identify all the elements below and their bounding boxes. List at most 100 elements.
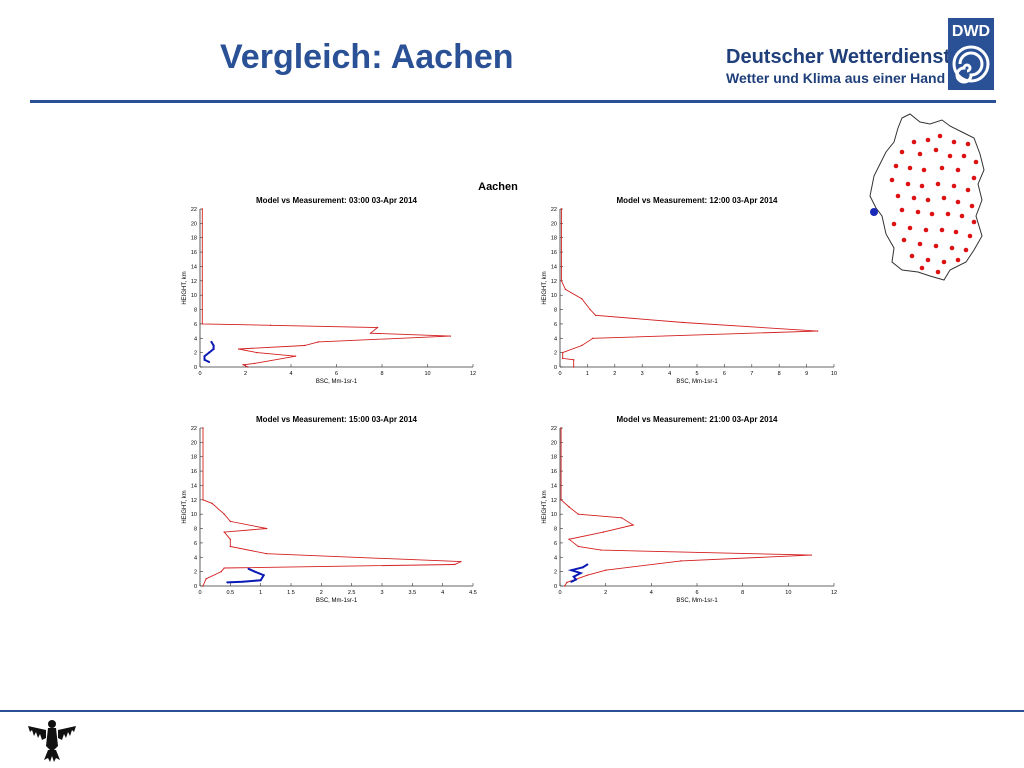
- y-tick-label: 10: [191, 293, 197, 299]
- station-marker: [959, 213, 965, 219]
- y-tick-label: 6: [194, 322, 197, 328]
- model-point: [202, 585, 204, 587]
- station-marker: [915, 209, 921, 215]
- y-tick-label: 6: [194, 541, 197, 547]
- station-marker: [971, 175, 977, 181]
- y-tick-label: 20: [191, 440, 197, 446]
- x-tick-label: 3.5: [409, 590, 417, 596]
- model-point: [586, 574, 589, 576]
- model-point: [573, 366, 575, 368]
- station-marker: [939, 165, 945, 171]
- station-marker: [921, 167, 927, 173]
- measurement-point: [574, 578, 577, 581]
- germany-outline: [869, 113, 985, 281]
- x-tick-label: 8: [380, 371, 383, 377]
- model-point: [223, 531, 225, 533]
- y-tick-label: 14: [191, 264, 197, 270]
- chart-1500: Model vs Measurement: 15:00 03-Apr 2014 0…: [182, 415, 477, 604]
- model-point: [237, 348, 240, 350]
- chart-title: Model vs Measurement: 15:00 03-Apr 2014: [256, 415, 418, 424]
- model-point: [680, 560, 682, 562]
- x-tick-label: 2: [613, 371, 616, 377]
- measurement-point: [212, 344, 215, 347]
- model-point: [581, 298, 583, 300]
- chart-title: Model vs Measurement: 21:00 03-Apr 2014: [617, 415, 779, 424]
- station-marker: [941, 195, 947, 201]
- measurement-point: [570, 580, 573, 583]
- y-tick-label: 14: [551, 483, 557, 489]
- y-tick-label: 2: [194, 570, 197, 576]
- y-tick-label: 18: [551, 236, 557, 242]
- x-tick-label: 1: [586, 371, 589, 377]
- y-tick-label: 12: [551, 498, 557, 504]
- x-tick-label: 6: [695, 590, 698, 596]
- model-point: [223, 567, 225, 569]
- x-tick-label: 0: [558, 371, 561, 377]
- x-tick-label: 0: [558, 590, 561, 596]
- model-point: [223, 513, 225, 515]
- model-point: [560, 427, 562, 429]
- station-marker: [905, 181, 911, 187]
- model-line: [201, 209, 451, 368]
- model-point: [562, 351, 564, 354]
- x-tick-label: 7: [750, 371, 753, 377]
- station-marker: [893, 163, 899, 169]
- measurement-point: [247, 567, 250, 570]
- y-tick-label: 10: [551, 293, 557, 299]
- station-marker: [919, 183, 925, 189]
- x-tick-label: 9: [805, 371, 808, 377]
- model-point: [229, 538, 232, 541]
- footer-rule: [0, 710, 1024, 712]
- station-marker: [925, 197, 931, 203]
- x-tick-label: 6: [723, 371, 726, 377]
- y-tick-label: 8: [554, 527, 557, 533]
- station-marker: [963, 247, 969, 253]
- y-tick-label: 6: [554, 541, 557, 547]
- chart-title: Model vs Measurement: 03:00 03-Apr 2014: [256, 196, 418, 205]
- model-point: [205, 578, 207, 580]
- measurement-point: [253, 570, 256, 573]
- model-point: [589, 308, 591, 311]
- station-marker: [925, 257, 931, 263]
- measurement-point: [259, 579, 262, 582]
- model-point: [229, 520, 232, 523]
- federal-eagle-icon: [28, 720, 76, 762]
- dwd-logo: DWD: [948, 18, 994, 90]
- model-point: [560, 208, 563, 210]
- model-point: [201, 208, 203, 210]
- model-point: [816, 330, 819, 332]
- station-marker: [933, 147, 939, 153]
- y-tick-label: 8: [194, 527, 197, 533]
- measurement-line: [567, 563, 588, 583]
- measurement-point: [262, 574, 265, 577]
- station-marker: [967, 233, 973, 239]
- model-point: [604, 569, 607, 571]
- y-tick-label: 18: [191, 455, 197, 461]
- measurement-point: [203, 355, 206, 358]
- chart-1200: Model vs Measurement: 12:00 03-Apr 2014 0…: [542, 196, 837, 385]
- y-tick-label: 16: [191, 250, 197, 256]
- station-marker: [907, 165, 913, 171]
- y-tick-label: 10: [191, 512, 197, 518]
- measurement-point: [572, 575, 575, 578]
- y-axis-label: HEIGHT, km: [182, 490, 188, 523]
- measurement-line: [227, 567, 266, 584]
- station-marker: [911, 139, 917, 145]
- station-marker: [955, 167, 961, 173]
- station-marker: [951, 139, 957, 145]
- station-marker: [895, 193, 901, 199]
- y-tick-label: 12: [191, 279, 197, 285]
- model-point: [247, 366, 249, 368]
- station-marker: [923, 227, 929, 233]
- model-point: [577, 513, 579, 515]
- station-marker: [949, 245, 955, 251]
- y-tick-label: 0: [194, 584, 197, 590]
- model-point: [303, 344, 306, 347]
- x-tick-label: 4: [668, 371, 671, 377]
- measurement-point: [203, 358, 206, 361]
- station-marker: [891, 221, 897, 227]
- model-point: [266, 527, 268, 530]
- model-point: [810, 554, 812, 556]
- x-tick-label: 4: [289, 371, 292, 377]
- chart-0300: Model vs Measurement: 03:00 03-Apr 2014 0…: [182, 196, 476, 385]
